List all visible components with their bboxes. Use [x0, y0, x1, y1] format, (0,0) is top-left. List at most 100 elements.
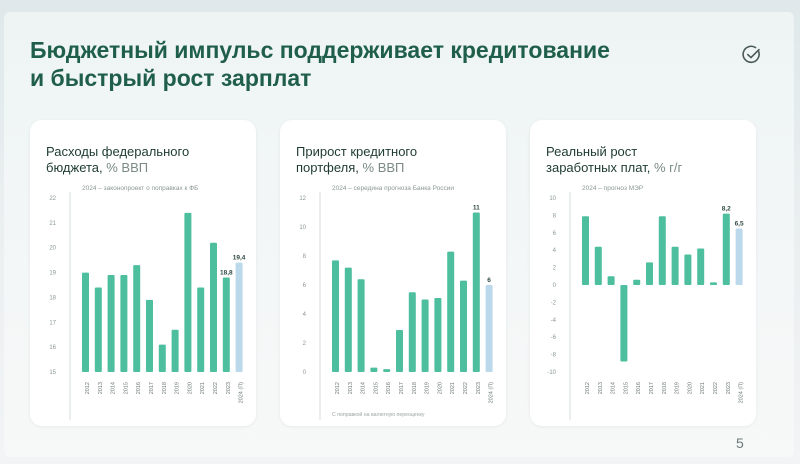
y-tick-label: 15: [49, 370, 56, 376]
x-tick-label: 2021: [450, 382, 456, 394]
bar-2021: [697, 248, 705, 285]
card-title-line1: Прирост кредитного: [296, 144, 418, 159]
x-tick-label: 2012: [85, 382, 91, 394]
y-tick-label: 10: [299, 225, 306, 231]
bar-2013: [344, 267, 352, 372]
y-tick-label: -8: [551, 353, 557, 359]
slide-title-line1: Бюджетный импульс поддерживает кредитова…: [30, 37, 610, 63]
card-unit: % ВВП: [362, 160, 405, 175]
x-tick-label: 2019: [175, 382, 181, 394]
y-tick-label: 2: [553, 266, 557, 272]
data-label: 8,2: [722, 206, 731, 213]
bar-2019: [421, 299, 429, 372]
bar-2022: [460, 280, 467, 372]
bar-2019: [171, 329, 179, 372]
bar-2018: [158, 344, 166, 372]
slide-title: Бюджетный импульс поддерживает кредитова…: [30, 36, 670, 92]
bar-2017: [646, 262, 653, 285]
y-tick-label: 17: [49, 320, 56, 326]
x-tick-label: 2014: [111, 382, 117, 394]
x-tick-label: 2023: [476, 382, 482, 394]
chart-note: 2024 – законопроект о поправках к ФБ: [82, 185, 198, 192]
x-tick-label: 2017: [149, 382, 155, 394]
bar-2023: [722, 213, 730, 285]
card-title-line1: Расходы федерального: [46, 144, 190, 159]
x-tick-label: 2024 (П): [489, 382, 495, 404]
bar-2024П: [235, 262, 243, 372]
x-tick-label: 2020: [187, 382, 193, 394]
bar-2024П: [735, 228, 743, 285]
x-tick-label: 2019: [425, 382, 431, 394]
bar-2018: [658, 216, 666, 285]
x-tick-label: 2013: [598, 382, 604, 394]
bar-2024П: [485, 285, 493, 372]
data-label: 6,5: [735, 220, 744, 227]
bar-2023: [472, 212, 480, 372]
x-tick-label: 2019: [675, 382, 681, 394]
bar-2020: [184, 212, 192, 372]
bar-2013: [94, 287, 102, 372]
bar-2012: [332, 260, 339, 372]
bar-2021: [197, 287, 205, 372]
card-title-line2: заработных плат,: [546, 160, 651, 175]
bar-2012: [582, 216, 589, 285]
bar-2021: [447, 251, 455, 372]
page-number: 5: [736, 435, 744, 451]
y-tick-label: 6: [553, 231, 557, 237]
bar-2019: [671, 246, 679, 285]
y-tick-label: 4: [303, 312, 307, 318]
x-tick-label: 2017: [649, 382, 655, 394]
x-tick-label: 2021: [200, 382, 206, 394]
x-tick-label: 2018: [662, 382, 668, 394]
y-tick-label: 6: [303, 283, 307, 289]
bar-2014: [607, 276, 615, 285]
x-tick-label: 2016: [136, 382, 142, 394]
y-tick-label: 21: [49, 221, 56, 227]
bar-2017: [396, 329, 403, 372]
bar-2022: [710, 282, 717, 285]
card-title: Прирост кредитного портфеля, % ВВП: [296, 144, 496, 176]
card-unit: % ВВП: [106, 160, 149, 175]
y-tick-label: 20: [49, 246, 56, 252]
x-tick-label: 2012: [585, 382, 591, 394]
x-tick-label: 2013: [98, 382, 104, 394]
bar-2022: [210, 242, 217, 372]
card-title: Расходы федерального бюджета, % ВВП: [46, 144, 246, 176]
y-tick-label: -2: [551, 300, 557, 306]
bar-2014: [357, 279, 365, 372]
bar-2013: [594, 246, 602, 285]
data-label: 6: [487, 277, 491, 284]
y-tick-label: -6: [551, 335, 557, 341]
x-tick-label: 2016: [386, 382, 392, 394]
data-label: 11: [473, 205, 480, 212]
x-tick-label: 2012: [335, 382, 341, 394]
y-tick-label: 22: [49, 196, 56, 202]
bar-2020: [434, 298, 442, 372]
y-tick-label: 8: [553, 213, 557, 219]
x-tick-label: 2014: [361, 382, 367, 394]
checkmark-circle-icon: [742, 45, 760, 64]
chart-wages: 2024 – прогноз МЭР -10 -8 -6 -4 -2 0 2 4 6 8 10 2012…: [547, 185, 745, 420]
card-title-line1: Реальный рост: [546, 144, 638, 159]
x-tick-label: 2018: [412, 382, 418, 394]
bar-2015: [620, 285, 628, 362]
x-tick-label: 2016: [636, 382, 642, 394]
data-label: 19,4: [233, 255, 246, 262]
chart-credit: 2024 – середина прогноза Банка России 0 2 4…: [299, 185, 495, 420]
x-tick-label: 2018: [162, 382, 168, 394]
bar-2020: [684, 254, 692, 285]
y-tick-label: 4: [553, 248, 557, 254]
bar-2012: [82, 272, 89, 372]
x-tick-label: 2023: [226, 382, 232, 394]
chart-footnote: С поправкой на валютную переоценку: [332, 411, 425, 418]
x-tick-label: 2022: [713, 382, 719, 394]
bar-2016: [633, 279, 641, 285]
y-tick-label: -4: [551, 318, 557, 324]
x-tick-label: 2023: [726, 382, 732, 394]
x-tick-label: 2013: [348, 382, 354, 394]
bar-2015: [370, 367, 378, 372]
y-tick-label: 18: [49, 295, 56, 301]
y-tick-label: -10: [547, 370, 556, 376]
bar-2023: [222, 277, 230, 372]
y-tick-label: 8: [303, 254, 307, 260]
